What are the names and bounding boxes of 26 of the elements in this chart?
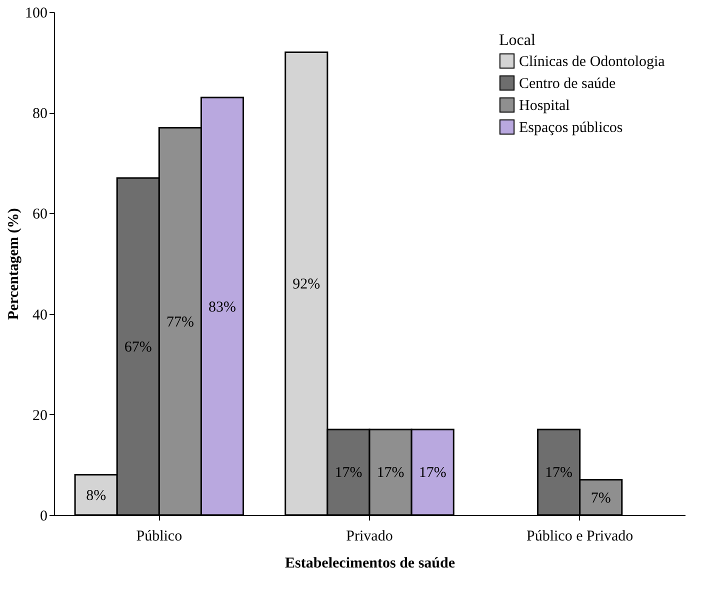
data-label: 8% (86, 488, 106, 504)
y-tick-label: 20 (32, 408, 48, 424)
data-label: 83% (208, 299, 236, 316)
legend-label: Centro de saúde (519, 76, 616, 92)
y-tick-label: 80 (32, 106, 48, 122)
data-label: 67% (124, 339, 152, 356)
legend-label: Hospital (519, 98, 570, 114)
x-tick-label: Público e Privado (526, 528, 634, 544)
y-tick-label: 0 (40, 508, 48, 524)
data-label: 17% (376, 465, 404, 482)
x-tick-label: Público (136, 528, 182, 544)
data-label: 17% (418, 465, 446, 482)
y-axis-title: Percentagem (%) (6, 208, 22, 320)
data-label: 77% (166, 314, 194, 330)
legend-label: Clínicas de Odontologia (519, 54, 666, 70)
y-tick-label: 100 (25, 6, 48, 22)
y-tick-label: 40 (32, 307, 48, 324)
data-label: 92% (292, 276, 320, 293)
data-label: 7% (590, 490, 611, 506)
x-tick-label: Privado (346, 528, 393, 544)
x-axis-title: Estabelecimentos de saúde (285, 556, 456, 572)
legend-label: Espaços públicos (519, 120, 623, 136)
legend-title: Local (499, 32, 536, 49)
data-label: 17% (334, 465, 362, 482)
y-tick-label: 60 (32, 206, 48, 223)
data-label: 17% (545, 465, 573, 482)
